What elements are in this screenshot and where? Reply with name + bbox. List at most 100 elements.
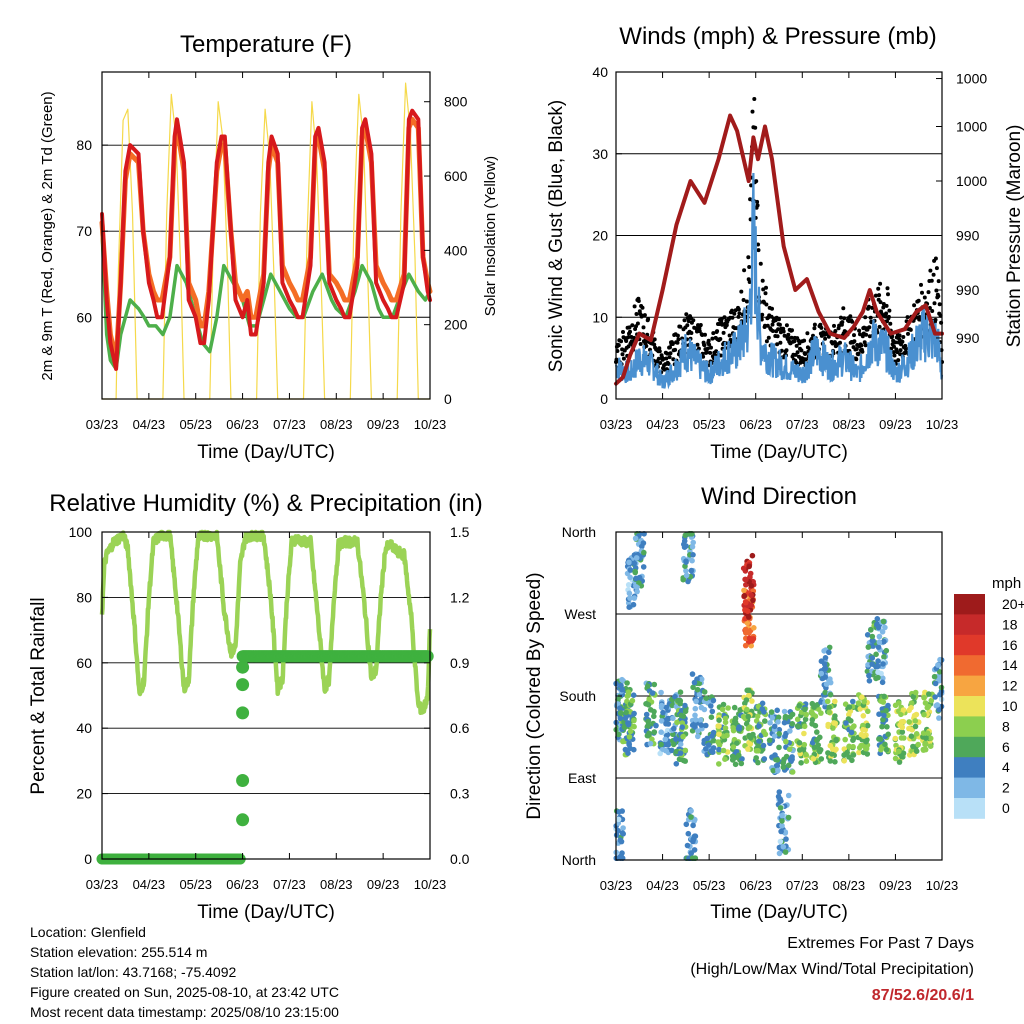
direction-point — [814, 737, 820, 743]
gust-point — [730, 308, 734, 313]
direction-point — [730, 725, 736, 731]
gust-point — [756, 242, 760, 247]
gust-point — [676, 337, 681, 342]
direction-point — [766, 737, 773, 744]
gust-point — [698, 323, 703, 327]
direction-point — [794, 716, 801, 723]
gust-point — [776, 327, 781, 332]
direction-point — [846, 704, 853, 710]
x-tick-label: 05/23 — [693, 417, 726, 432]
direction-point — [789, 769, 796, 775]
direction-point — [720, 747, 727, 754]
gust-point — [671, 357, 676, 362]
direction-point — [827, 691, 834, 698]
direction-point — [883, 707, 889, 714]
direction-point — [850, 752, 857, 758]
direction-point — [826, 644, 833, 651]
direction-point — [908, 733, 915, 739]
direction-point — [885, 702, 891, 709]
x-tick-label: 10/23 — [414, 877, 447, 892]
colorbar-label: 18 — [1002, 616, 1018, 632]
gust-point — [703, 332, 707, 337]
direction-point — [657, 750, 663, 757]
gust-point — [722, 315, 727, 320]
footer-created: Figure created on Sun, 2025-08-10, at 23… — [30, 984, 339, 1000]
gust-point — [901, 335, 906, 339]
direction-point — [824, 698, 831, 705]
direction-point — [832, 759, 838, 765]
direction-point — [646, 696, 652, 702]
direction-point — [937, 691, 943, 698]
direction-point — [875, 669, 881, 675]
gust-point — [912, 303, 917, 308]
y-tick-label: East — [568, 770, 596, 786]
direction-point — [829, 751, 835, 757]
gust-point — [715, 329, 720, 334]
direction-point — [690, 822, 696, 829]
gust-point — [667, 355, 672, 360]
y-tick-label-right: 0.0 — [450, 851, 470, 867]
gust-point — [795, 350, 800, 355]
x-tick-label: 09/23 — [879, 878, 912, 893]
direction-point — [746, 687, 752, 694]
direction-point — [750, 597, 756, 604]
direction-point — [875, 624, 882, 631]
direction-point — [864, 632, 871, 638]
direction-point — [782, 829, 789, 835]
gust-point — [770, 306, 774, 311]
y-tick-label: North — [562, 524, 596, 540]
direction-point — [627, 728, 634, 735]
direction-point — [651, 708, 657, 715]
direction-point — [775, 767, 781, 774]
colorbar-label: 2 — [1002, 780, 1010, 796]
gust-point — [719, 317, 724, 322]
speed-colorbar: mph 20+ 18 16 14 12 10 8 6 4 2 0 — [954, 575, 1024, 819]
gust-point — [724, 323, 729, 328]
direction-point — [841, 758, 847, 764]
gust-point — [750, 109, 755, 114]
direction-point — [771, 723, 778, 730]
x-tick-label: 04/23 — [646, 878, 679, 893]
direction-point — [732, 715, 739, 722]
direction-point — [658, 689, 664, 696]
direction-point — [821, 661, 828, 667]
direction-point — [812, 722, 819, 729]
direction-point — [745, 746, 751, 752]
y-tick-label-right: 1.2 — [450, 589, 470, 605]
direction-point — [893, 742, 899, 749]
direction-point — [760, 742, 767, 749]
direction-point — [662, 736, 669, 743]
direction-point — [777, 838, 784, 845]
direction-point — [658, 702, 665, 709]
direction-point — [690, 684, 696, 691]
direction-point — [658, 741, 664, 748]
direction-point — [899, 729, 906, 735]
direction-point — [624, 680, 630, 686]
direction-point — [864, 668, 871, 675]
y-tick-label: 20 — [76, 786, 92, 802]
direction-point — [781, 719, 788, 726]
direction-point — [879, 629, 886, 635]
colorbar-swatch — [954, 696, 985, 717]
direction-point — [679, 720, 686, 726]
humidity-xlabel: Time (Day/UTC) — [197, 902, 335, 923]
y-tick-label: South — [559, 688, 596, 704]
direction-point — [876, 633, 883, 640]
gust-point — [736, 307, 741, 312]
direction-point — [885, 731, 891, 738]
direction-point — [664, 715, 671, 722]
gust-point — [856, 351, 861, 356]
direction-point — [615, 827, 621, 834]
y-tick-label: 10 — [592, 309, 608, 325]
x-tick-label: 08/23 — [833, 417, 866, 432]
direction-point — [632, 568, 638, 575]
gust-point — [919, 282, 923, 287]
x-tick-label: 08/23 — [833, 878, 866, 893]
colorbar-swatch — [954, 757, 985, 778]
gust-point — [936, 294, 941, 299]
x-tick-label: 06/23 — [739, 417, 772, 432]
direction-point — [613, 832, 620, 838]
direction-point — [632, 535, 639, 542]
gust-point — [805, 331, 810, 336]
direction-point — [734, 740, 740, 746]
